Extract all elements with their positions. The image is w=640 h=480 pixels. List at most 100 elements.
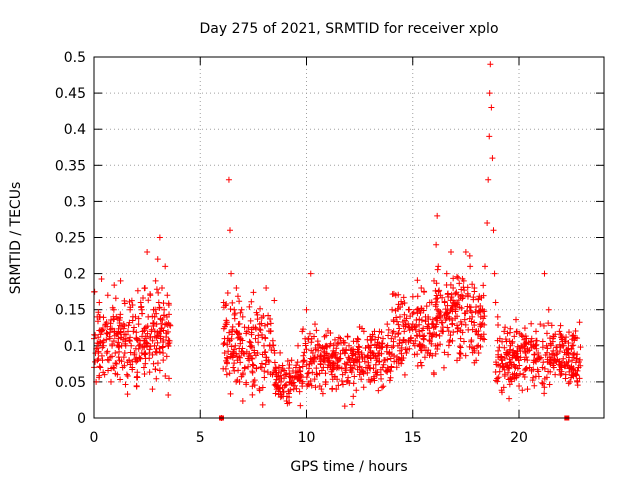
data-point [557,362,564,369]
data-point [223,317,230,324]
data-point [276,376,283,383]
data-point [97,331,104,338]
data-point [152,366,159,373]
data-point [166,339,173,346]
data-point [225,176,232,183]
data-point [378,375,385,382]
data-point [95,340,102,347]
data-point [359,355,366,362]
data-point [568,374,575,381]
data-point [516,382,523,389]
data-point [341,403,348,410]
data-point [327,340,334,347]
data-point [375,387,382,394]
data-point [518,332,525,339]
data-point [513,355,520,362]
data-point [334,358,341,365]
data-point [482,263,488,270]
data-point [139,310,146,317]
data-point [420,325,427,332]
data-point [457,318,464,325]
data-point [315,347,322,354]
data-point [344,359,351,366]
data-point [570,354,577,361]
data-point [249,361,256,368]
data-point [462,248,469,255]
data-point [373,344,380,351]
data-point [433,298,440,305]
data-point [243,381,250,388]
data-point [146,355,153,362]
data-point [149,351,156,358]
data-point [154,339,161,346]
data-point [236,298,243,305]
data-point [231,315,238,322]
data-point [252,335,259,342]
data-point [227,227,233,234]
data-point [459,329,466,336]
data-point [429,352,436,359]
data-point [477,321,484,328]
data-point [556,358,563,365]
data-point [313,371,320,378]
data-point [441,298,448,305]
data-point [399,318,406,325]
data-point [160,350,167,357]
data-point [490,227,497,234]
axis-ticks: 0 0.05 0.1 0.15 0.2 0.25 0.3 0.35 0.4 0.45 0.5 0 5 10… [55,50,604,446]
data-point [376,328,383,335]
data-point [96,299,103,306]
data-point [221,350,228,357]
y-tick-label: 0.3 [64,194,86,210]
data-point [393,364,400,371]
data-point [97,364,104,371]
data-point [147,290,154,297]
data-point [298,372,305,379]
data-point [505,369,512,376]
data-point [293,362,300,369]
data-point [474,343,481,350]
data-point [146,346,153,353]
data-point [286,399,293,406]
data-point [564,346,571,353]
data-point [135,345,142,352]
data-point [250,289,257,296]
data-point [271,359,278,366]
data-point [524,386,531,393]
data-point [131,351,138,358]
data-point [546,335,553,342]
data-point [531,382,538,389]
data-point [545,306,552,313]
data-point [439,294,446,301]
data-point [545,320,552,327]
data-point [462,352,469,359]
data-point [257,305,264,312]
data-point [473,357,480,364]
data-point [380,383,387,390]
data-point [99,357,106,364]
data-point [158,325,165,332]
data-point [454,325,461,332]
data-point [443,270,450,277]
data-point [418,285,425,292]
data-point [410,340,417,347]
data-point [330,364,337,371]
data-point [224,289,231,296]
data-point [364,336,371,343]
data-point [307,355,314,362]
data-point [566,365,573,372]
data-point [261,368,268,375]
data-point [385,332,392,339]
data-point [346,342,352,349]
data-point [300,352,307,359]
data-point [445,351,452,358]
data-point [569,336,576,343]
data-point [511,333,518,340]
data-point [92,350,99,357]
data-point [459,295,466,302]
data-point [358,367,365,374]
data-point [471,288,478,295]
data-point [547,361,554,368]
data-point [108,378,114,385]
data-point [275,373,282,380]
